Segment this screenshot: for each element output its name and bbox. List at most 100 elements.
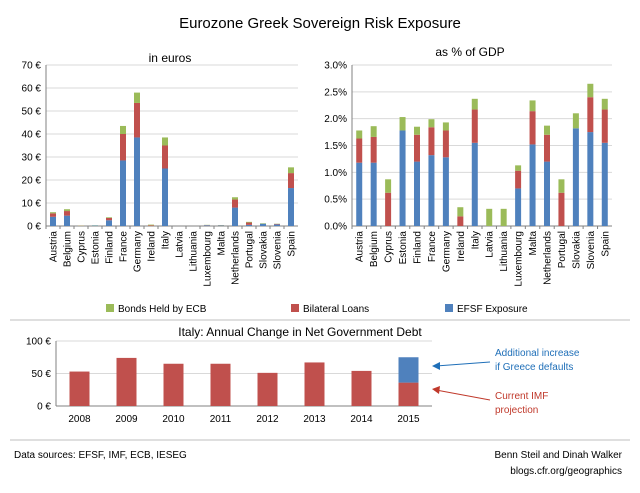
- chart2-bar-estonia: [399, 117, 406, 131]
- chart1-bar-ireland: [148, 224, 154, 226]
- chart2-ytick-label: 1.5%: [324, 141, 347, 152]
- chart1-bar-netherlands: [232, 199, 238, 208]
- chart1-category-label: France: [119, 231, 130, 263]
- chart1-bar-germany: [134, 92, 140, 103]
- chart3-bar-2011: [210, 363, 231, 406]
- chart2-bar-malta: [529, 111, 536, 145]
- chart1-category-label: Luxembourg: [203, 231, 214, 287]
- chart-title: Eurozone Greek Sovereign Risk Exposure: [179, 15, 461, 32]
- chart1-category-label: Lithuania: [189, 231, 200, 272]
- chart1-category-label: Belgium: [63, 231, 74, 267]
- chart2-category-label: Austria: [355, 231, 366, 263]
- chart2-bar-austria: [356, 130, 363, 139]
- chart2-category-label: Cyprus: [384, 231, 395, 263]
- chart1-bar-austria: [50, 212, 56, 214]
- chart2-bar-italy: [471, 98, 478, 110]
- chart2-bar-netherlands: [544, 125, 550, 135]
- chart1-ytick-label: 70 €: [22, 61, 42, 72]
- chart2-bar-slovenia: [587, 83, 594, 98]
- annotation-blue-arrow: [435, 361, 491, 367]
- chart-2-gdp: 0.0% 0.5% 1.0% 1.5% 2.0% 2.5% 3.0% Austria Belgi…: [324, 61, 612, 287]
- chart3-bar-2009: [116, 357, 137, 406]
- chart3-category-label: 2010: [162, 414, 185, 425]
- chart1-bar-germany: [134, 137, 140, 226]
- chart1-bar-italy: [162, 137, 168, 146]
- annotation-red-arrow: [435, 389, 491, 401]
- annotation-blue-line1: Additional increase: [495, 348, 580, 359]
- chart2-bar-slovakia: [572, 128, 579, 226]
- chart2-category-label: Finland: [413, 231, 424, 264]
- chart2-bar-spain: [601, 142, 608, 226]
- chart3-category-label: 2011: [210, 414, 232, 425]
- chart2-bar-austria: [356, 162, 363, 226]
- chart2-category-label: Spain: [600, 231, 611, 257]
- chart2-category-label: Latvia: [485, 231, 496, 258]
- chart2-category-label: Netherlands: [543, 231, 554, 285]
- chart2-bar-belgium: [370, 162, 377, 226]
- chart2-category-label: Lithuania: [499, 231, 510, 272]
- footer-sources: Data sources: EFSF, IMF, ECB, IESEG: [14, 450, 187, 461]
- chart2-bar-belgium: [370, 126, 377, 137]
- chart2-bar-luxembourg: [515, 165, 522, 171]
- chart3-category-label: 2014: [350, 414, 373, 425]
- chart2-category-label: Portugal: [557, 231, 568, 268]
- chart3-category-label: 2012: [256, 414, 279, 425]
- chart1-category-label: Finland: [105, 231, 116, 264]
- chart2-category-label: Italy: [470, 231, 481, 249]
- chart2-bar-austria: [356, 138, 363, 163]
- chart2-bar-lithuania: [500, 208, 507, 226]
- chart1-bar-italy: [162, 168, 168, 226]
- chart2-bar-italy: [471, 109, 478, 143]
- chart1-category-label: Portugal: [245, 231, 256, 268]
- chart2-bar-finland: [414, 126, 420, 135]
- chart1-ytick-label: 40 €: [22, 130, 42, 141]
- chart1-bar-spain: [288, 188, 294, 226]
- chart1-category-label: Austria: [49, 231, 60, 263]
- chart1-bar-finland: [106, 217, 112, 218]
- chart3-ytick-label: 100 €: [26, 337, 51, 348]
- chart1-bar-luxembourg: [204, 225, 210, 226]
- chart1-category-label: Latvia: [175, 231, 186, 258]
- chart1-ytick-label: 0 €: [27, 222, 41, 233]
- chart1-category-label: Slovakia: [259, 231, 270, 269]
- chart2-ytick-label: 2.0%: [324, 114, 347, 125]
- chart2-bar-malta: [529, 100, 536, 112]
- chart1-bar-netherlands: [232, 207, 238, 226]
- chart2-bar-latvia: [486, 208, 493, 226]
- legend-label-bilateral: Bilateral Loans: [303, 304, 369, 315]
- chart2-bar-cyprus: [385, 192, 392, 226]
- chart2-category-label: France: [427, 231, 438, 263]
- chart3-bar-2015: [398, 382, 419, 406]
- chart2-category-label: Germany: [441, 231, 452, 272]
- annotation-red-line1: Current IMF: [495, 391, 548, 402]
- chart1-bar-finland: [106, 217, 112, 221]
- chart1-category-label: Malta: [217, 231, 228, 256]
- chart2-bar-slovenia: [587, 97, 594, 133]
- chart1-bar-belgium: [64, 209, 70, 212]
- chart2-bar-slovakia: [572, 113, 579, 129]
- chart1-bar-slovakia: [260, 223, 266, 226]
- chart2-category-label: Estonia: [398, 231, 409, 265]
- footer-authors: Benn Steil and Dinah Walker: [495, 450, 623, 461]
- chart1-bar-france: [120, 160, 126, 226]
- chart2-category-label: Malta: [528, 231, 539, 256]
- chart2-category-label: Slovakia: [571, 231, 582, 269]
- annotation-red-arrowhead: [432, 386, 440, 394]
- chart2-bar-luxembourg: [515, 170, 522, 189]
- chart3-ytick-label: 50 €: [32, 369, 52, 380]
- chart1-ytick-label: 50 €: [22, 107, 42, 118]
- chart-3-italy-debt: 0 € 50 € 100 € 2008 2009 2010 2011 2012 2013 2014…: [26, 337, 432, 425]
- chart1-bar-portugal: [246, 224, 252, 226]
- chart1-bar-italy: [162, 145, 168, 169]
- chart1-category-label: Italy: [161, 231, 172, 249]
- chart1-bar-austria: [50, 213, 56, 217]
- chart1-bar-austria: [50, 216, 56, 226]
- chart2-ytick-label: 2.5%: [324, 87, 347, 98]
- chart1-bar-spain: [288, 173, 294, 189]
- chart1-bar-ireland: [148, 225, 154, 226]
- chart3-bar-2010: [163, 363, 184, 406]
- legend-label-ecb: Bonds Held by ECB: [118, 304, 207, 315]
- chart1-category-label: Slovenia: [273, 231, 284, 270]
- chart2-bar-germany: [442, 130, 449, 158]
- chart2-bar-france: [428, 155, 435, 226]
